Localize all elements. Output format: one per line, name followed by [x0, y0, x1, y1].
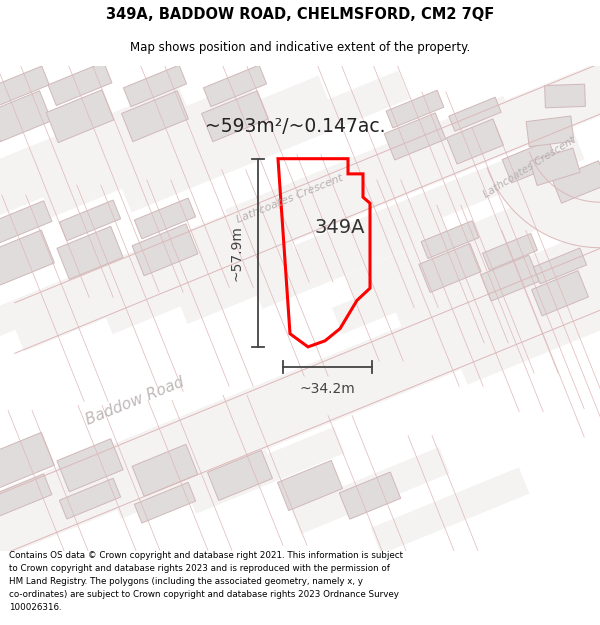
Polygon shape [32, 237, 228, 339]
Polygon shape [0, 432, 55, 488]
Text: ~34.2m: ~34.2m [299, 382, 355, 396]
Polygon shape [202, 91, 268, 142]
Polygon shape [59, 200, 121, 241]
Polygon shape [530, 148, 580, 186]
Polygon shape [48, 62, 112, 106]
Polygon shape [0, 86, 190, 228]
Polygon shape [0, 442, 130, 529]
Text: Map shows position and indicative extent of the property.: Map shows position and indicative extent… [130, 41, 470, 54]
Polygon shape [533, 248, 587, 284]
Polygon shape [5, 47, 600, 351]
Text: Lathcoates Crescent: Lathcoates Crescent [235, 173, 345, 225]
Polygon shape [134, 198, 196, 239]
Polygon shape [487, 152, 600, 248]
Polygon shape [185, 427, 344, 514]
Text: Lathcoates Crescent: Lathcoates Crescent [482, 134, 578, 199]
Polygon shape [346, 162, 600, 304]
Polygon shape [0, 230, 55, 286]
Polygon shape [0, 224, 600, 578]
Polygon shape [134, 482, 196, 523]
Polygon shape [552, 161, 600, 203]
Polygon shape [41, 437, 199, 524]
Polygon shape [395, 197, 600, 339]
Polygon shape [449, 98, 501, 131]
Text: ~593m²/~0.147ac.: ~593m²/~0.147ac. [205, 117, 385, 136]
Text: 349A, BADDOW ROAD, CHELMSFORD, CM2 7QF: 349A, BADDOW ROAD, CHELMSFORD, CM2 7QF [106, 7, 494, 22]
Polygon shape [57, 439, 123, 492]
Polygon shape [102, 232, 298, 334]
Polygon shape [526, 116, 574, 147]
Polygon shape [332, 232, 528, 334]
Polygon shape [121, 71, 410, 213]
Polygon shape [124, 65, 187, 107]
Polygon shape [457, 282, 600, 385]
Polygon shape [132, 444, 198, 496]
Polygon shape [295, 131, 584, 273]
Polygon shape [421, 221, 479, 259]
Polygon shape [290, 447, 449, 534]
Polygon shape [386, 90, 444, 128]
Polygon shape [40, 76, 329, 218]
Polygon shape [446, 119, 503, 164]
Polygon shape [481, 255, 539, 301]
Polygon shape [545, 84, 586, 107]
Text: Baddow Road: Baddow Road [83, 375, 187, 428]
Polygon shape [0, 81, 260, 222]
Polygon shape [0, 91, 52, 142]
Polygon shape [0, 474, 52, 518]
Polygon shape [252, 207, 448, 309]
Polygon shape [384, 113, 446, 160]
Polygon shape [0, 66, 49, 106]
Polygon shape [419, 244, 481, 292]
Polygon shape [482, 234, 538, 270]
Text: ~57.9m: ~57.9m [229, 225, 243, 281]
Text: 349A: 349A [315, 218, 365, 237]
Polygon shape [57, 226, 123, 279]
Polygon shape [371, 468, 529, 554]
Polygon shape [226, 96, 515, 238]
Polygon shape [203, 65, 266, 107]
Polygon shape [532, 271, 589, 316]
Polygon shape [177, 222, 373, 324]
Polygon shape [502, 141, 558, 183]
Polygon shape [339, 472, 401, 519]
Polygon shape [46, 90, 114, 142]
Polygon shape [59, 478, 121, 519]
Polygon shape [277, 461, 343, 511]
Polygon shape [392, 258, 588, 359]
Polygon shape [208, 450, 272, 501]
Polygon shape [110, 432, 269, 519]
Polygon shape [0, 248, 153, 349]
Polygon shape [132, 224, 198, 276]
Polygon shape [122, 91, 188, 142]
Text: Contains OS data © Crown copyright and database right 2021. This information is : Contains OS data © Crown copyright and d… [9, 551, 403, 612]
Polygon shape [0, 201, 52, 244]
